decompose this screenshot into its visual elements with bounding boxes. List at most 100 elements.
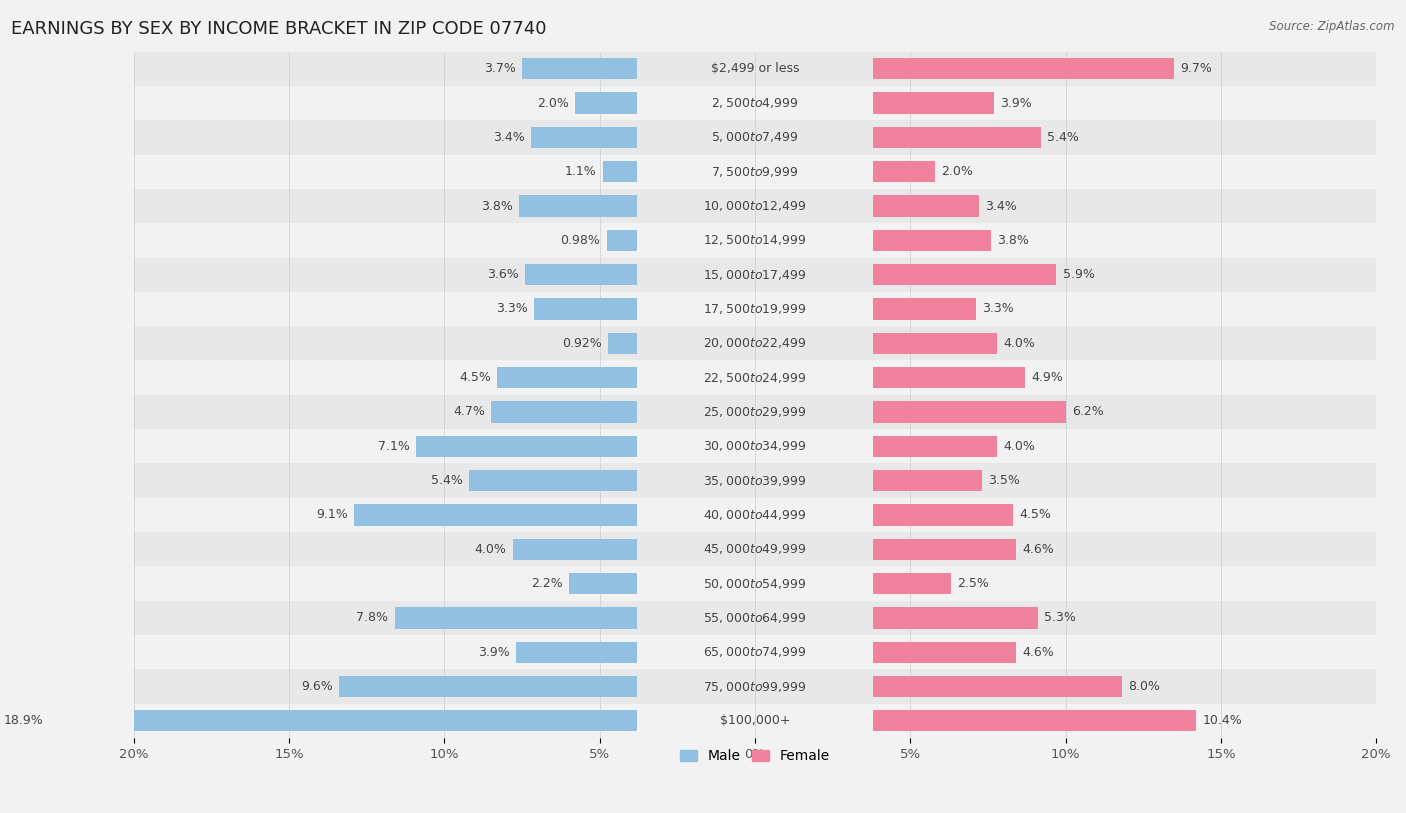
Text: 3.4%: 3.4% — [494, 131, 524, 144]
Bar — [873, 641, 1017, 663]
Text: 3.8%: 3.8% — [481, 199, 513, 212]
Text: 2.5%: 2.5% — [957, 577, 988, 590]
Text: 9.6%: 9.6% — [301, 680, 333, 693]
Text: 4.9%: 4.9% — [1032, 371, 1063, 384]
Text: 9.7%: 9.7% — [1181, 63, 1212, 76]
Text: 4.0%: 4.0% — [475, 543, 506, 556]
Text: 4.6%: 4.6% — [1022, 543, 1054, 556]
Text: $22,500 to $24,999: $22,500 to $24,999 — [703, 371, 807, 385]
Bar — [873, 161, 935, 182]
Text: 3.3%: 3.3% — [496, 302, 529, 315]
Text: 3.5%: 3.5% — [988, 474, 1019, 487]
Text: 3.3%: 3.3% — [981, 302, 1014, 315]
Bar — [134, 463, 1376, 498]
Bar — [134, 704, 1376, 738]
Bar — [873, 402, 1066, 423]
Bar — [49, 711, 637, 732]
Bar — [134, 395, 1376, 429]
Text: 4.0%: 4.0% — [1004, 337, 1035, 350]
Text: 2.2%: 2.2% — [530, 577, 562, 590]
Text: $25,000 to $29,999: $25,000 to $29,999 — [703, 405, 807, 419]
Text: $2,500 to $4,999: $2,500 to $4,999 — [711, 96, 799, 110]
Text: $5,000 to $7,499: $5,000 to $7,499 — [711, 130, 799, 145]
Bar — [134, 51, 1376, 86]
Bar — [134, 154, 1376, 189]
Text: $17,500 to $19,999: $17,500 to $19,999 — [703, 302, 807, 316]
Text: 7.8%: 7.8% — [357, 611, 388, 624]
Bar — [134, 224, 1376, 258]
Bar — [134, 326, 1376, 360]
Bar — [531, 127, 637, 148]
Text: 5.4%: 5.4% — [432, 474, 463, 487]
Bar — [134, 669, 1376, 704]
Text: 5.3%: 5.3% — [1043, 611, 1076, 624]
Bar — [873, 367, 1025, 389]
Text: 18.9%: 18.9% — [4, 715, 44, 728]
Text: $50,000 to $54,999: $50,000 to $54,999 — [703, 576, 807, 590]
Text: Source: ZipAtlas.com: Source: ZipAtlas.com — [1270, 20, 1395, 33]
Bar — [134, 429, 1376, 463]
Text: $15,000 to $17,499: $15,000 to $17,499 — [703, 267, 807, 281]
Bar — [873, 504, 1012, 525]
Text: 3.8%: 3.8% — [997, 234, 1029, 247]
Text: $7,500 to $9,999: $7,500 to $9,999 — [711, 165, 799, 179]
Bar — [522, 58, 637, 80]
Text: $20,000 to $22,499: $20,000 to $22,499 — [703, 337, 807, 350]
Bar — [134, 360, 1376, 395]
Text: 9.1%: 9.1% — [316, 508, 349, 521]
Text: $65,000 to $74,999: $65,000 to $74,999 — [703, 646, 807, 659]
Bar — [519, 195, 637, 217]
Bar — [134, 86, 1376, 120]
Bar — [470, 470, 637, 491]
Text: $55,000 to $64,999: $55,000 to $64,999 — [703, 611, 807, 625]
Text: 2.0%: 2.0% — [942, 165, 973, 178]
Text: 3.4%: 3.4% — [984, 199, 1017, 212]
Bar — [603, 161, 637, 182]
Bar — [534, 298, 637, 320]
Bar — [873, 58, 1174, 80]
Bar — [873, 264, 1056, 285]
Text: 0.92%: 0.92% — [562, 337, 602, 350]
Text: 4.0%: 4.0% — [1004, 440, 1035, 453]
Bar — [873, 93, 994, 114]
Text: 4.7%: 4.7% — [453, 406, 485, 419]
Bar — [575, 93, 637, 114]
Bar — [516, 641, 637, 663]
Text: 4.6%: 4.6% — [1022, 646, 1054, 659]
Text: 3.9%: 3.9% — [1001, 97, 1032, 110]
Bar — [134, 532, 1376, 567]
Text: 3.6%: 3.6% — [486, 268, 519, 281]
Bar — [134, 189, 1376, 224]
Text: 4.5%: 4.5% — [460, 371, 491, 384]
Bar — [134, 120, 1376, 154]
Bar — [606, 230, 637, 251]
Bar — [873, 538, 1017, 560]
Bar — [873, 470, 981, 491]
Bar — [873, 676, 1122, 698]
Bar — [395, 607, 637, 628]
Text: $10,000 to $12,499: $10,000 to $12,499 — [703, 199, 807, 213]
Bar — [134, 601, 1376, 635]
Text: 7.1%: 7.1% — [378, 440, 411, 453]
Bar — [568, 573, 637, 594]
Text: $12,500 to $14,999: $12,500 to $14,999 — [703, 233, 807, 247]
Bar — [873, 230, 991, 251]
Bar — [873, 436, 997, 457]
Bar — [873, 573, 950, 594]
Text: 1.1%: 1.1% — [565, 165, 596, 178]
Text: $75,000 to $99,999: $75,000 to $99,999 — [703, 680, 807, 693]
Text: 5.9%: 5.9% — [1063, 268, 1094, 281]
Text: EARNINGS BY SEX BY INCOME BRACKET IN ZIP CODE 07740: EARNINGS BY SEX BY INCOME BRACKET IN ZIP… — [11, 20, 547, 38]
Text: 10.4%: 10.4% — [1202, 715, 1241, 728]
Bar — [873, 127, 1040, 148]
Bar — [609, 333, 637, 354]
Bar — [498, 367, 637, 389]
Bar — [873, 195, 979, 217]
Text: $2,499 or less: $2,499 or less — [711, 63, 799, 76]
Text: $35,000 to $39,999: $35,000 to $39,999 — [703, 474, 807, 488]
Bar — [873, 711, 1197, 732]
Bar — [134, 498, 1376, 532]
Bar — [416, 436, 637, 457]
Bar — [524, 264, 637, 285]
Text: $40,000 to $44,999: $40,000 to $44,999 — [703, 508, 807, 522]
